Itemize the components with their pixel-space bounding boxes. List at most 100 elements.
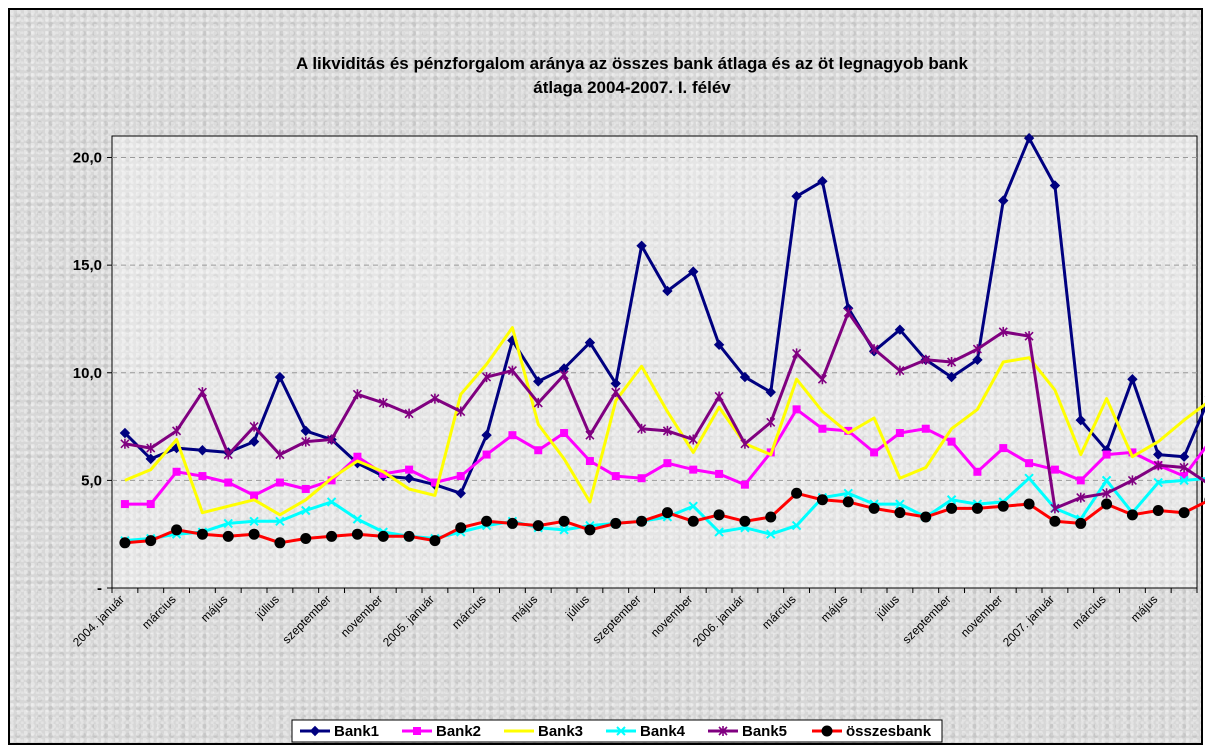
point--sszesbank bbox=[997, 500, 1009, 512]
series-layer bbox=[119, 132, 1205, 549]
point-bank2 bbox=[327, 476, 336, 485]
point-bank2 bbox=[1076, 476, 1085, 485]
point-bank5 bbox=[559, 369, 569, 380]
point-bank5 bbox=[637, 423, 647, 434]
point-bank2 bbox=[224, 478, 233, 487]
point-bank2 bbox=[275, 478, 284, 487]
point--sszesbank bbox=[558, 515, 570, 527]
x-tick-label: 2007. január bbox=[1000, 592, 1057, 649]
chart-title-line-1: A likviditás és pénzforgalom aránya az ö… bbox=[296, 54, 969, 73]
point--sszesbank bbox=[842, 496, 854, 508]
point-bank4 bbox=[326, 497, 337, 507]
point-bank1 bbox=[119, 427, 131, 439]
point--sszesbank bbox=[636, 515, 648, 527]
point-bank5 bbox=[1127, 475, 1137, 486]
point--sszesbank bbox=[455, 522, 467, 534]
point-bank2 bbox=[870, 448, 879, 457]
point-bank5 bbox=[1024, 331, 1034, 342]
y-tick-label: 5,0 bbox=[81, 472, 102, 489]
point--sszesbank bbox=[1178, 507, 1190, 519]
point--sszesbank bbox=[145, 535, 157, 547]
point-bank4 bbox=[275, 516, 285, 526]
point--sszesbank bbox=[326, 530, 338, 542]
point--sszesbank bbox=[894, 507, 906, 519]
point-bank1 bbox=[817, 175, 828, 187]
legend-marker bbox=[309, 725, 321, 737]
point-bank4 bbox=[249, 516, 259, 526]
point-bank1 bbox=[145, 453, 156, 465]
point-bank2 bbox=[508, 431, 517, 440]
point-bank2 bbox=[715, 469, 724, 478]
point-bank1 bbox=[1127, 374, 1138, 385]
legend-entry-bank5: Bank5 bbox=[708, 723, 787, 740]
point-bank4 bbox=[223, 518, 233, 529]
point--sszesbank bbox=[1023, 498, 1035, 510]
point-bank2 bbox=[999, 444, 1008, 453]
point-bank1 bbox=[1153, 449, 1164, 460]
legend-entry-bank2: Bank2 bbox=[402, 723, 481, 740]
point--sszesbank bbox=[1101, 498, 1113, 510]
x-tick-label: november bbox=[648, 592, 696, 640]
y-tick-label: 10,0 bbox=[73, 365, 102, 382]
legend-entry-bank3: Bank3 bbox=[504, 723, 583, 740]
plot-area bbox=[111, 135, 1198, 589]
x-tick-label: szeptember bbox=[279, 592, 333, 646]
point--sszesbank bbox=[765, 511, 777, 523]
point-bank2 bbox=[947, 437, 956, 446]
point-bank2 bbox=[1025, 459, 1034, 468]
point-bank5 bbox=[249, 421, 259, 432]
point-bank1 bbox=[765, 386, 776, 398]
point-bank1 bbox=[1049, 180, 1061, 191]
point-bank2 bbox=[689, 465, 698, 474]
point--sszesbank bbox=[661, 507, 673, 519]
point-bank4 bbox=[791, 520, 802, 531]
point-bank4 bbox=[559, 525, 569, 535]
point-bank1 bbox=[791, 191, 802, 202]
point--sszesbank bbox=[920, 511, 932, 523]
point-bank5 bbox=[352, 389, 362, 400]
legend: Bank1 Bank2 Bank3 Bank4 Bank5 összesbank bbox=[291, 719, 943, 743]
point-bank5 bbox=[662, 425, 672, 436]
point--sszesbank bbox=[1126, 509, 1138, 521]
point-bank2 bbox=[611, 472, 620, 481]
point-bank2 bbox=[198, 472, 207, 481]
line-chart: A likviditás és pénzforgalom aránya az ö… bbox=[70, 54, 1205, 743]
legend-marker bbox=[413, 727, 421, 735]
x-tick-label: szeptember bbox=[899, 592, 953, 646]
point--sszesbank bbox=[351, 528, 363, 540]
point-bank2 bbox=[430, 478, 439, 487]
legend-marker bbox=[616, 726, 626, 736]
point-bank5 bbox=[766, 417, 776, 428]
point--sszesbank bbox=[196, 528, 208, 540]
point-bank5 bbox=[1050, 503, 1060, 514]
point-bank2 bbox=[353, 452, 362, 461]
legend-label: Bank2 bbox=[436, 723, 481, 740]
point-bank5 bbox=[456, 406, 466, 417]
legend-label: összesbank bbox=[846, 723, 932, 740]
point-bank2 bbox=[120, 500, 129, 509]
point-bank1 bbox=[972, 354, 983, 366]
point-bank2 bbox=[585, 457, 594, 466]
point-bank2 bbox=[973, 467, 982, 476]
point-bank2 bbox=[301, 484, 310, 493]
point-bank2 bbox=[172, 467, 181, 476]
legend-entry-bank4: Bank4 bbox=[606, 723, 686, 740]
series-line-bank3 bbox=[124, 326, 1205, 517]
point-bank4 bbox=[1024, 473, 1034, 483]
x-axis-ticks: 2004. január március május júliusszeptember… bbox=[70, 588, 1198, 649]
point--sszesbank bbox=[274, 537, 286, 549]
x-tick-label: március bbox=[139, 592, 179, 632]
point-bank5 bbox=[533, 397, 543, 408]
x-tick-label: július bbox=[872, 592, 902, 622]
legend-entry--sszesbank: összesbank bbox=[812, 723, 932, 740]
point-bank2 bbox=[637, 474, 646, 483]
x-tick-label: szeptember bbox=[589, 592, 643, 646]
point-bank5 bbox=[120, 438, 130, 449]
point-bank2 bbox=[250, 491, 259, 500]
point-bank4 bbox=[766, 529, 776, 539]
x-tick-label: május bbox=[818, 592, 851, 625]
point-bank1 bbox=[1075, 414, 1086, 426]
point--sszesbank bbox=[481, 515, 493, 527]
point--sszesbank bbox=[791, 487, 803, 499]
point-bank5 bbox=[792, 348, 802, 359]
